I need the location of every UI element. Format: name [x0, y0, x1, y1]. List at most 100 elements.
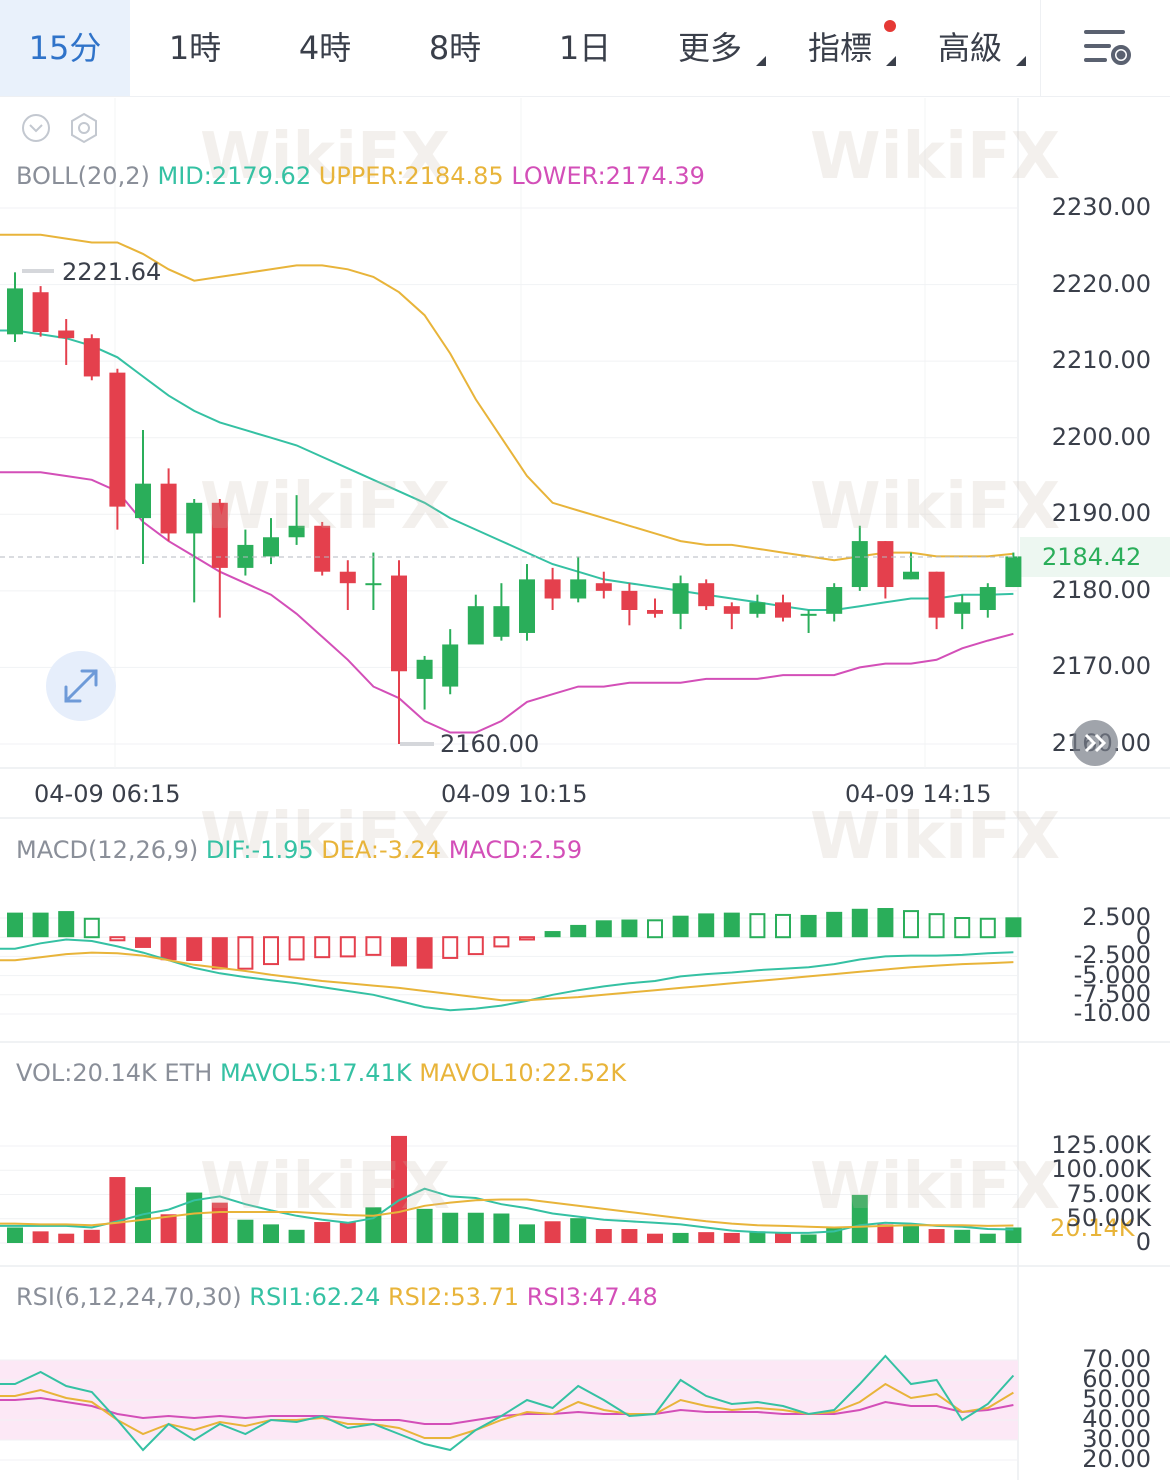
settings-icon[interactable]: [67, 111, 101, 145]
watermark: WikiFX: [810, 800, 1061, 874]
rsi1-line: [0, 1354, 1015, 1452]
y-tick-label: 100.00K: [1051, 1155, 1151, 1184]
candle-body: [186, 502, 203, 534]
vol-mavol5-value: MAVOL5:17.41K: [219, 1059, 412, 1087]
macd-name: MACD(12,26,9): [16, 836, 199, 864]
candle-body: [109, 372, 126, 507]
candle-body: [647, 610, 663, 614]
macd-histogram-bar: [365, 936, 382, 956]
y-tick-label: 30.00: [1082, 1425, 1151, 1453]
macd-histogram-bar: [903, 910, 919, 939]
expand-button[interactable]: [46, 651, 116, 721]
y-tick-label: 2170.00: [1051, 652, 1151, 681]
boll-mid-line: [0, 329, 1014, 611]
tab-label: 高級: [937, 29, 1002, 67]
rsi2-line: [0, 1382, 1014, 1439]
candle-body: [339, 571, 356, 584]
candle-body: [365, 583, 382, 586]
macd-histogram-bar: [83, 917, 100, 939]
y-tick-label: 75.00K: [1066, 1179, 1151, 1208]
macd-histogram-bar: [775, 913, 791, 939]
candle-body: [211, 502, 228, 568]
tab-label: 指標: [807, 29, 872, 67]
tab-15m[interactable]: 15分: [0, 0, 130, 96]
macd-histogram-bar: [339, 936, 356, 958]
watermark: WikiFX: [810, 120, 1061, 194]
tab-label: 8時: [428, 29, 482, 67]
scroll-to-latest-button[interactable]: [1072, 720, 1118, 766]
macd-histogram-bar: [954, 917, 971, 939]
candle-body: [979, 587, 996, 610]
tab-1h[interactable]: 1時: [130, 0, 260, 96]
boll-lower-line: [0, 471, 1014, 734]
candle-body: [237, 544, 254, 568]
volume-bar: [775, 1232, 791, 1243]
tab-indicators[interactable]: 指標: [790, 0, 896, 96]
high-price-marker: 2221.64: [62, 258, 162, 286]
candle-body: [723, 606, 740, 614]
candle-body: [391, 575, 407, 672]
macd-histogram-bar: [186, 937, 203, 962]
last-price-highlight: [1020, 537, 1170, 577]
volume-bar: [339, 1222, 356, 1243]
macd-histogram-bar: [7, 912, 23, 938]
volume-bar: [442, 1212, 459, 1243]
tab-8h[interactable]: 8時: [390, 0, 520, 96]
chart-settings-icon[interactable]: [1040, 0, 1170, 96]
tab-label: 15分: [28, 29, 102, 67]
boll-lower-value: LOWER:2174.39: [511, 162, 705, 190]
boll-upper-line: [0, 233, 1014, 562]
macd-histogram-bar: [58, 911, 75, 938]
candle-body: [570, 579, 587, 599]
y-tick-label: 60.00: [1082, 1365, 1151, 1393]
volume-bar: [621, 1229, 638, 1243]
volume-bar: [467, 1212, 484, 1243]
rsi1-value: RSI1:62.24: [249, 1283, 381, 1311]
tab-advanced[interactable]: 高級: [920, 0, 1026, 96]
vol-mavol10-value: MAVOL10:22.52K: [419, 1059, 627, 1087]
volume-bar: [237, 1219, 254, 1243]
volume-bar: [1005, 1227, 1022, 1243]
macd-histogram-bar: [800, 914, 817, 938]
y-tick-label: 0: [1135, 922, 1151, 951]
candle-body: [83, 338, 100, 377]
tab-1d[interactable]: 1日: [520, 0, 650, 96]
macd-histogram-bar: [570, 924, 587, 938]
volume-bar: [954, 1229, 971, 1243]
tab-4h[interactable]: 4時: [260, 0, 390, 96]
candle-body: [775, 602, 791, 618]
rsi-indicator-label: RSI(6,12,24,70,30) RSI1:62.24 RSI2:53.71…: [16, 1283, 658, 1311]
notification-dot-icon: [884, 20, 896, 32]
macd-histogram-bar: [442, 936, 459, 959]
candle-body: [160, 483, 177, 534]
time-label: 04-09 10:15: [441, 780, 588, 808]
macd-histogram-bar: [877, 908, 894, 938]
macd-histogram-bar: [391, 937, 407, 967]
macd-histogram-bar: [32, 912, 49, 938]
y-tick-label: 2210.00: [1051, 346, 1151, 375]
candle-body: [493, 606, 510, 637]
volume-bar: [595, 1229, 612, 1243]
macd-histogram-bar: [698, 913, 715, 938]
vol-name: VOL:20.14K ETH: [16, 1059, 213, 1087]
volume-bar: [800, 1234, 817, 1243]
macd-histogram-bar: [519, 936, 535, 941]
volume-bar: [32, 1231, 49, 1243]
candle-body: [800, 613, 817, 616]
volume-bar: [672, 1232, 689, 1243]
candle-body: [595, 583, 612, 591]
candle-body: [7, 288, 23, 335]
candle-body: [314, 525, 331, 572]
tab-more[interactable]: 更多: [660, 0, 766, 96]
macd-histogram-bar: [928, 913, 945, 939]
macd-histogram-bar: [237, 936, 254, 970]
mavol10-line: [0, 1198, 1014, 1229]
chevron-down-icon[interactable]: [20, 112, 52, 144]
rsi3-value: RSI3:47.48: [526, 1283, 658, 1311]
volume-bar: [851, 1194, 868, 1243]
macd-dea-value: DEA:-3.24: [321, 836, 442, 864]
y-tick-label: -5.000: [1073, 960, 1151, 989]
candle-body: [442, 644, 459, 687]
watermark: WikiFX: [200, 1150, 451, 1224]
y-tick-label: 50.00: [1082, 1385, 1151, 1413]
